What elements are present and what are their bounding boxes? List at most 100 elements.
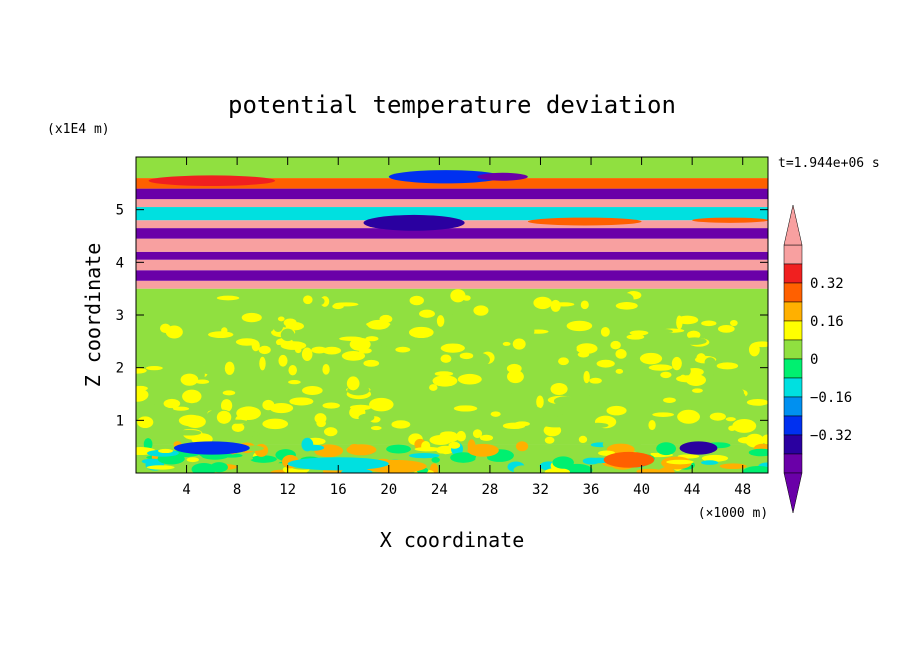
- colorbar-label: 0: [810, 352, 818, 368]
- colorbar-label: 0.16: [810, 314, 844, 330]
- field-speckle: [429, 463, 439, 473]
- field-speckle: [701, 460, 719, 465]
- field-speckle: [453, 405, 478, 412]
- field-speckle: [737, 299, 759, 310]
- field-speckle: [277, 316, 285, 322]
- field-patch: [287, 457, 389, 471]
- field-speckle: [472, 429, 483, 439]
- chart-title: potential temperature deviation: [228, 91, 676, 119]
- y-tick-label: 4: [116, 255, 124, 271]
- field-speckle: [221, 327, 228, 334]
- field-speckle: [533, 296, 552, 310]
- field-speckle: [434, 371, 454, 377]
- field-speckle: [358, 413, 375, 422]
- field-speckle: [443, 300, 459, 315]
- field-speckle: [323, 427, 338, 437]
- field-speckle: [457, 373, 482, 385]
- field-speckle: [617, 293, 634, 305]
- field-speckle: [512, 338, 526, 350]
- field-speckle: [725, 417, 736, 422]
- field-speckle: [511, 433, 521, 441]
- field-speckle: [728, 452, 738, 457]
- field-speckle: [303, 295, 313, 305]
- y-tick-label: 5: [116, 203, 124, 219]
- field-speckle: [349, 337, 371, 351]
- field-speckle: [462, 295, 471, 301]
- field-speckle: [429, 435, 453, 445]
- field-speckle: [712, 372, 728, 378]
- field-speckle: [701, 454, 729, 462]
- field-speckle: [622, 375, 644, 381]
- x-tick-label: 12: [279, 482, 296, 498]
- field-speckle: [408, 453, 440, 459]
- field-speckle: [184, 415, 206, 429]
- colorbar-label: 0.32: [810, 276, 844, 292]
- field-speckle: [586, 394, 603, 408]
- x-tick-label: 16: [330, 482, 347, 498]
- field-speckle: [563, 341, 577, 356]
- field-speckle: [450, 289, 466, 303]
- field-speckle: [615, 368, 624, 374]
- heatmap-field: [136, 157, 768, 473]
- field-speckle: [600, 326, 610, 337]
- field-speckle: [663, 397, 676, 403]
- field-speckle: [564, 417, 581, 432]
- field-speckle: [440, 343, 465, 353]
- field-patch: [527, 217, 642, 226]
- field-speckle: [172, 406, 190, 411]
- field-speckle: [395, 346, 411, 353]
- field-speckle: [676, 315, 683, 330]
- field-speckle: [552, 456, 574, 469]
- colorbar-segment: [783, 282, 803, 303]
- field-speckle: [448, 441, 461, 449]
- field-band: [136, 238, 768, 252]
- field-speckle: [704, 357, 716, 368]
- x-tick-label: 4: [182, 482, 190, 498]
- x-tick-label: 36: [583, 482, 600, 498]
- field-speckle: [236, 406, 261, 420]
- x-tick-label: 8: [233, 482, 241, 498]
- field-speckle: [726, 387, 744, 399]
- colorbar: 0.32 0.16 0 −0.16 −0.32: [783, 204, 852, 514]
- field-band: [136, 259, 768, 271]
- x-tick-label: 28: [481, 482, 498, 498]
- field-speckle: [368, 303, 392, 312]
- colorbar-segment: [783, 453, 803, 474]
- field-speckle: [515, 441, 529, 452]
- field-speckle: [730, 319, 738, 327]
- field-speckle: [391, 420, 411, 429]
- field-speckle: [231, 422, 245, 432]
- field-speckle: [173, 348, 199, 357]
- field-speckle: [565, 386, 587, 394]
- field-speckle: [566, 320, 593, 332]
- field-speckle: [322, 346, 342, 355]
- field-speckle: [742, 465, 768, 473]
- field-patch: [148, 175, 276, 186]
- field-patch: [388, 170, 503, 184]
- field-speckle: [333, 302, 359, 307]
- field-speckle: [660, 371, 672, 379]
- x-tick-label: 32: [532, 482, 549, 498]
- colorbar-under-arrow: [783, 472, 803, 514]
- field-patch: [603, 451, 655, 468]
- field-speckle: [558, 357, 569, 366]
- field-speckle: [513, 465, 532, 473]
- field-speckle: [408, 326, 434, 339]
- field-speckle: [626, 334, 645, 340]
- x-axis-label: X coordinate: [380, 528, 525, 552]
- field-speckle: [241, 312, 262, 323]
- field-speckle: [314, 413, 327, 424]
- x-tick-label: 24: [431, 482, 448, 498]
- field-speckle: [543, 424, 562, 437]
- field-speckle: [450, 452, 477, 463]
- field-patch: [173, 441, 250, 455]
- field-speckle: [469, 352, 490, 367]
- field-speckle: [273, 320, 284, 333]
- field-speckle: [615, 302, 638, 310]
- field-speckle: [421, 441, 431, 452]
- field-speckle: [137, 416, 154, 429]
- field-speckle: [704, 421, 725, 427]
- field-speckle: [278, 354, 288, 367]
- field-speckle: [227, 419, 247, 424]
- field-speckle: [269, 403, 294, 414]
